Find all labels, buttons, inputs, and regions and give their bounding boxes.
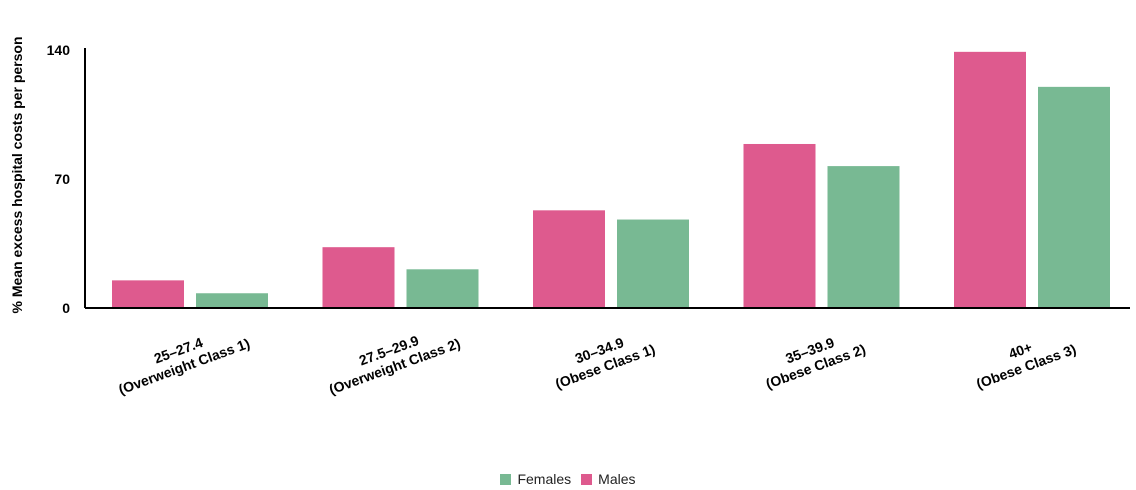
legend-label-females: Females [517, 471, 572, 487]
x-category-label: 27.5–29.9(Overweight Class 2) [321, 319, 462, 397]
bar-males-4 [954, 51, 1026, 308]
y-tick-label: 140 [47, 42, 71, 58]
x-category-labels: 25–27.4(Overweight Class 1) 27.5–29.9(Ove… [110, 319, 1078, 397]
y-tick-label: 70 [54, 171, 70, 187]
legend-item-females: Females [500, 471, 571, 487]
x-category-label: 40+(Obese Class 3) [968, 325, 1078, 392]
bar-females-1 [406, 269, 479, 308]
x-category-label-line: 40+ [1006, 339, 1034, 362]
bar-males-2 [533, 210, 605, 308]
bar-chart: 0 70 140 25–27.4(Overweight Class 1) 27.5–2… [9, 37, 1130, 397]
bar-males-1 [322, 247, 395, 308]
y-tick-labels: 0 70 140 [47, 42, 71, 316]
legend: Females Males [0, 471, 1136, 487]
bar-females-2 [617, 219, 689, 308]
axes [84, 48, 1130, 309]
legend-swatch-females [500, 473, 512, 485]
bar-females-4 [1038, 86, 1110, 308]
x-category-label: 25–27.4(Overweight Class 1) [110, 319, 251, 397]
y-axis-label: % Mean excess hospital costs per person [9, 37, 25, 314]
legend-swatch-males [581, 473, 593, 485]
legend-item-males: Males [581, 471, 636, 487]
bar-females-3 [827, 166, 900, 308]
x-category-label: 30–34.9(Obese Class 1) [547, 325, 657, 392]
bar-males-3 [743, 143, 816, 308]
bar-males-0 [112, 280, 184, 308]
y-tick-label: 0 [62, 300, 70, 316]
bar-females-0 [196, 293, 268, 308]
legend-label-males: Males [598, 471, 636, 487]
bars [112, 51, 1110, 308]
x-category-label: 35–39.9(Obese Class 2) [758, 325, 868, 392]
